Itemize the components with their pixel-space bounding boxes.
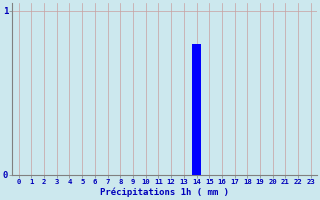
Bar: [192, 44, 201, 175]
X-axis label: Précipitations 1h ( mm ): Précipitations 1h ( mm ): [100, 188, 229, 197]
